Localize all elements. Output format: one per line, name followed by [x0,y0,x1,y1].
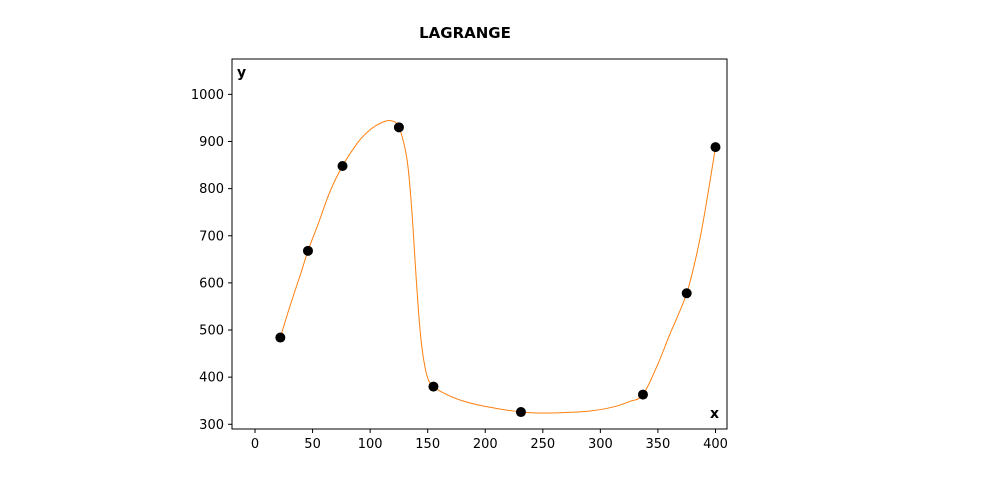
y-tick-label: 1000 [191,88,224,103]
data-point [710,142,721,153]
y-tick-label: 400 [199,371,224,386]
y-tick-label: 800 [199,182,224,197]
x-tick-label: 150 [415,437,440,452]
x-axis-label: x [710,406,719,422]
chart-title: LAGRANGE [419,24,511,42]
y-tick-label: 300 [199,418,224,433]
x-tick-label: 400 [703,437,728,452]
data-point [275,332,286,343]
data-point [337,160,348,171]
y-axis-label: y [237,65,246,81]
x-tick-label: 50 [304,437,321,452]
x-tick-label: 300 [588,437,613,452]
interpolation-curve [279,120,716,414]
y-axis: 300 400 500 600 700 800 900 1000 [191,88,232,433]
y-tick-label: 700 [199,229,224,244]
x-tick-label: 350 [646,437,671,452]
data-point [428,381,439,392]
series-layer [275,120,721,418]
data-point [681,288,692,299]
plot-area [231,58,728,430]
x-tick-label: 100 [358,437,383,452]
data-point [393,122,404,133]
x-tick-label: 200 [473,437,498,452]
x-axis: 0 50 100 150 200 250 300 350 400 [251,429,728,452]
data-point [515,407,526,418]
data-point [637,389,648,400]
x-tick-label: 250 [530,437,555,452]
data-point [302,245,313,256]
y-tick-label: 500 [199,324,224,339]
x-tick-label: 0 [251,437,259,452]
y-tick-label: 900 [199,135,224,150]
y-tick-label: 600 [199,276,224,291]
